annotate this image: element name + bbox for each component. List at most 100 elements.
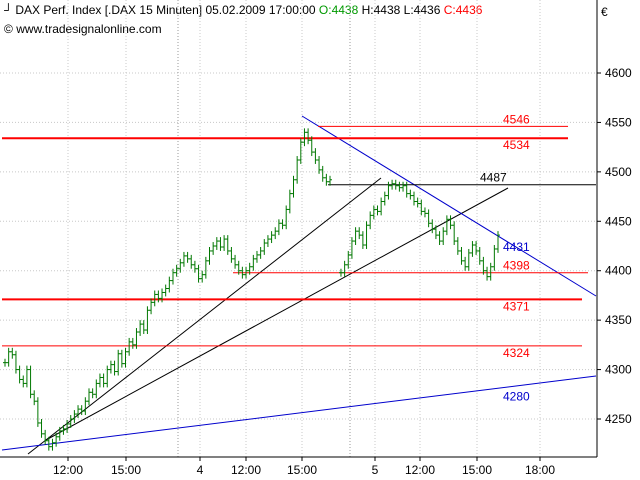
price-bar — [123, 347, 128, 368]
price-bar — [50, 438, 55, 451]
price-bar — [119, 349, 124, 368]
price-bar — [6, 347, 11, 367]
price-bar — [141, 320, 146, 334]
price-bar — [324, 173, 329, 186]
price-bar — [408, 189, 413, 200]
price-bar — [145, 306, 150, 334]
level-label-4280: 4280 — [503, 389, 530, 403]
price-bar — [214, 237, 219, 250]
price-bar — [488, 262, 493, 281]
chart-header: ┘ DAX Perf. Index [.DAX 15 Minuten] 05.0… — [4, 3, 482, 17]
price-bar — [207, 246, 212, 265]
price-bar — [57, 426, 62, 441]
level-label-4431: 4431 — [503, 240, 530, 254]
price-bar — [284, 205, 289, 230]
price-bar — [448, 215, 453, 230]
price-bar — [32, 390, 37, 406]
x-tick-label: 18:00 — [525, 463, 555, 477]
price-bar — [481, 256, 486, 275]
price-bar — [397, 181, 402, 192]
price-bar — [35, 397, 40, 427]
price-bar — [379, 197, 384, 216]
price-bar — [189, 254, 194, 269]
y-tick-label: 4300 — [605, 363, 632, 377]
price-bar — [200, 270, 205, 283]
price-bar — [375, 205, 380, 216]
price-bar — [138, 320, 143, 336]
trendline-black-steep — [27, 177, 382, 455]
price-bars — [3, 128, 500, 451]
price-bar — [185, 251, 190, 263]
level-label-4371: 4371 — [503, 299, 530, 313]
price-bar — [211, 242, 216, 255]
price-bar — [13, 350, 18, 374]
price-bar — [364, 221, 369, 249]
price-bar — [477, 246, 482, 265]
price-bar — [463, 256, 468, 271]
price-bar — [313, 148, 318, 164]
price-bar — [412, 191, 417, 206]
source-url[interactable]: www.tradesignalonline.com — [16, 22, 162, 36]
price-bar — [101, 373, 106, 388]
price-bar — [291, 175, 296, 198]
grid — [0, 0, 597, 457]
high-value: H:4438 — [361, 3, 401, 17]
price-bar — [86, 388, 91, 406]
price-bar — [470, 241, 475, 257]
price-bar — [338, 268, 343, 277]
price-bar — [401, 181, 406, 192]
level-label-4546: 4546 — [503, 112, 530, 126]
price-bar — [426, 209, 431, 228]
price-bar — [317, 156, 322, 174]
x-tick-label: 12:00 — [405, 463, 435, 477]
price-bar — [156, 290, 161, 303]
price-bar — [222, 235, 227, 251]
currency-symbol: € — [601, 5, 608, 19]
trendlines — [1, 115, 597, 455]
price-bar — [342, 260, 347, 277]
trendline-blue-support — [1, 375, 597, 451]
price-bar — [21, 375, 26, 388]
price-bar — [269, 231, 274, 244]
price-bar — [192, 260, 197, 273]
price-bar — [328, 175, 333, 186]
price-bar — [433, 225, 438, 240]
price-bar — [203, 256, 208, 279]
trendline-black-shallow — [45, 187, 509, 441]
level-label-4324: 4324 — [503, 346, 530, 360]
price-bar — [444, 215, 449, 236]
price-bar — [229, 246, 234, 263]
price-bar — [346, 250, 351, 269]
price-bar — [83, 397, 88, 416]
x-tick-label: 12:00 — [231, 463, 261, 477]
price-bar — [280, 219, 285, 230]
x-tick-label: 15:00 — [111, 463, 141, 477]
level-label-4487: 4487 — [480, 171, 507, 185]
price-bar — [218, 237, 223, 251]
price-bar — [404, 181, 409, 198]
price-bar — [233, 254, 238, 269]
price-bar — [28, 365, 33, 399]
bar-datetime: 05.02.2009 17:00:00 — [205, 3, 316, 17]
price-bar — [258, 246, 263, 259]
price-bar — [130, 337, 135, 349]
price-bar — [415, 197, 420, 208]
trendline-blue-resistance — [301, 115, 597, 297]
price-bar — [459, 246, 464, 265]
price-bar — [496, 231, 500, 253]
level-label-4534: 4534 — [503, 138, 530, 152]
price-bar — [3, 358, 7, 367]
price-bar — [455, 237, 460, 255]
y-tick-label: 4400 — [605, 264, 632, 278]
price-bar — [430, 219, 435, 234]
price-bar — [437, 231, 442, 246]
source-credit: © www.tradesignalonline.com — [4, 22, 162, 36]
price-bar — [116, 349, 121, 376]
price-bar — [360, 231, 365, 249]
level-label-4398: 4398 — [503, 259, 530, 273]
price-bar — [112, 360, 117, 376]
price-bar — [353, 227, 358, 246]
price-bar — [452, 221, 457, 246]
price-bar — [295, 156, 300, 184]
